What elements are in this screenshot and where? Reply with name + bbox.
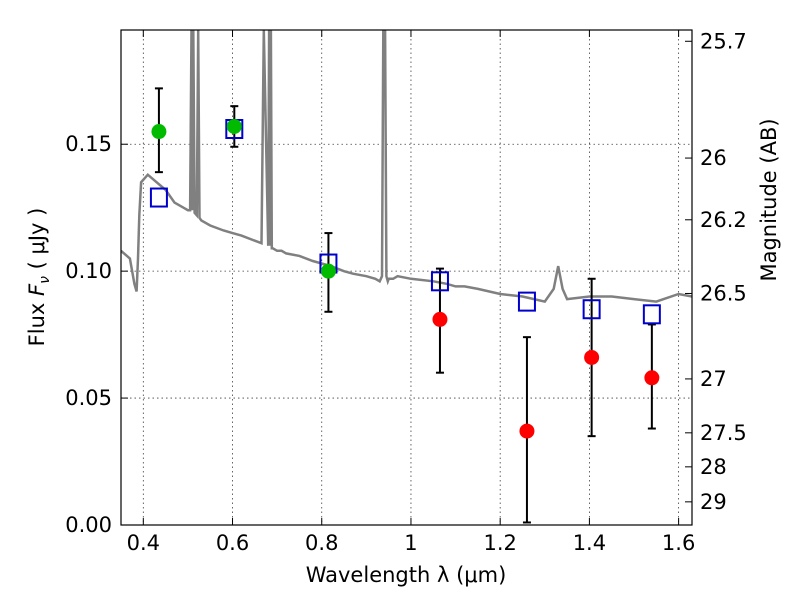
- right-axis-label: Magnitude (AB): [757, 118, 781, 281]
- red-point: [584, 349, 600, 365]
- x-tick-label: 1.6: [662, 531, 695, 555]
- y-axis-label-suffix: ( μJy ): [25, 208, 49, 276]
- red-point: [644, 370, 660, 386]
- right-tick-label: 27: [700, 367, 727, 391]
- right-tick-label: 26: [700, 146, 727, 170]
- x-tick-label: 0.8: [305, 531, 338, 555]
- model-point: [149, 187, 168, 208]
- x-tick-label: 1: [404, 531, 417, 555]
- y-tick-label: 0.00: [65, 513, 112, 537]
- green-point: [320, 263, 336, 279]
- right-tick-label: 25.7: [700, 29, 747, 53]
- y-axis-label-subscript: ν: [37, 276, 53, 284]
- x-tick-label: 1.2: [483, 531, 516, 555]
- axes-frame: [120, 29, 693, 526]
- model-spectrum-line: [121, 30, 692, 304]
- right-tick-label: 26.5: [700, 281, 747, 305]
- x-tick-label: 1.4: [573, 531, 606, 555]
- y-tick-label: 0.05: [65, 386, 112, 410]
- red-point: [519, 423, 535, 439]
- y-axis-label-symbol: F: [25, 283, 49, 296]
- y-axis-label: Flux Fν ( μJy ): [25, 208, 53, 347]
- plot-area: [121, 30, 692, 524]
- model-point: [430, 271, 449, 292]
- x-axis-label: Wavelength λ (μm): [306, 563, 507, 587]
- green-point: [151, 124, 167, 140]
- gridlines: [121, 30, 692, 526]
- x-tick-label: 0.6: [216, 531, 249, 555]
- data-points: [149, 87, 661, 524]
- right-tick-label: 26.2: [700, 208, 747, 232]
- model-point: [642, 304, 661, 325]
- model-point: [582, 299, 601, 320]
- model-point: [517, 291, 536, 312]
- right-tick-label: 28: [700, 455, 727, 479]
- axis-ticks: [121, 30, 692, 526]
- y-tick-label: 0.15: [65, 132, 112, 156]
- y-axis-label-prefix: Flux: [25, 296, 49, 346]
- red-point: [432, 311, 448, 327]
- y-tick-label: 0.10: [65, 259, 112, 283]
- right-tick-label: 27.5: [700, 421, 747, 445]
- right-tick-label: 29: [700, 490, 727, 514]
- green-point: [226, 118, 242, 134]
- x-tick-label: 0.4: [127, 531, 160, 555]
